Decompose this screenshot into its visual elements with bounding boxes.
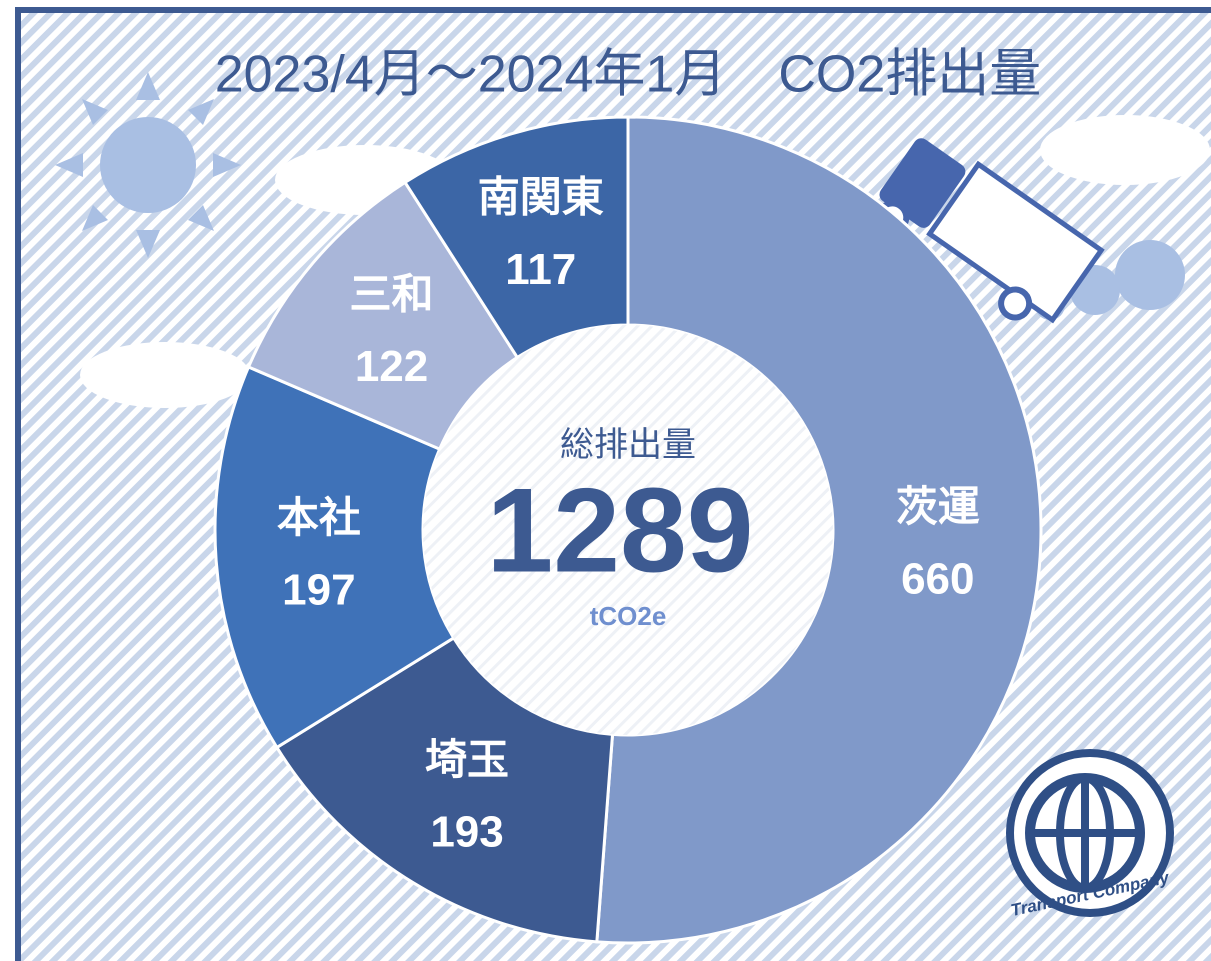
center-unit: tCO2e <box>590 601 667 631</box>
slice-value: 117 <box>505 245 576 294</box>
sun <box>55 72 241 258</box>
slice-label: 茨運 <box>896 483 980 530</box>
center-title: 総排出量 <box>560 426 696 464</box>
center-value: 1289 <box>487 464 754 598</box>
slice-label: 埼玉 <box>425 736 509 783</box>
slice-value: 122 <box>355 342 428 391</box>
slice-label: 本社 <box>277 494 361 541</box>
slice-value: 660 <box>901 554 974 603</box>
chart-title: 2023/4月～2024年1月 CO2排出量 <box>215 46 1042 104</box>
slice-label: 三和 <box>350 271 434 318</box>
chart: 2023/4月～2024年1月 CO2排出量 総排出量 1289 tCO2e T… <box>0 0 1211 961</box>
slice-value: 197 <box>282 566 355 615</box>
slice-value: 193 <box>430 808 503 857</box>
slice-label: 南関東 <box>478 174 604 221</box>
